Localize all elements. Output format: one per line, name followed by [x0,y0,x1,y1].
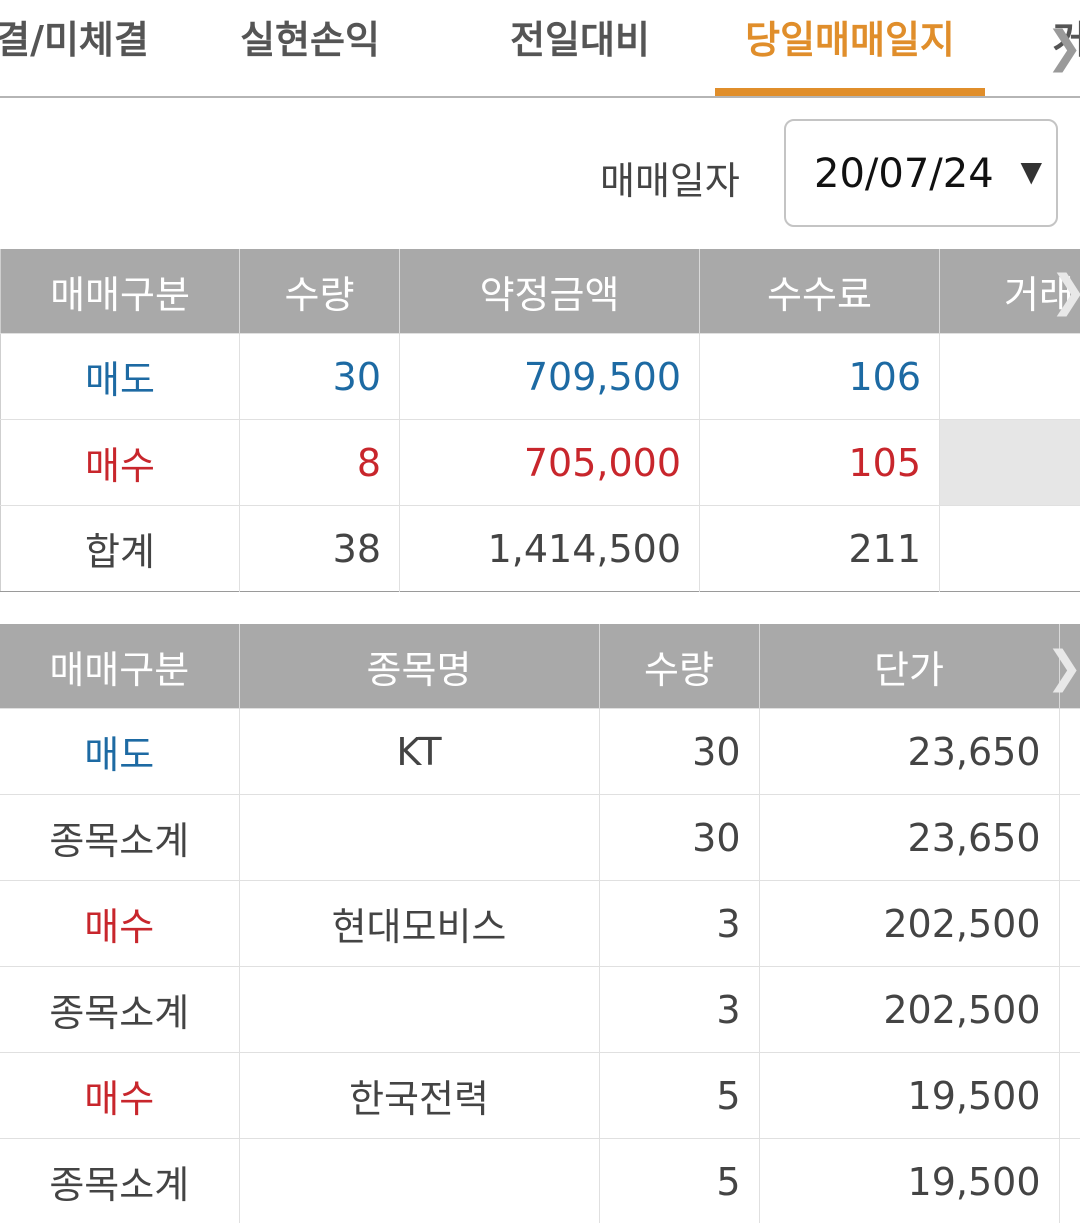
cell-trade-type: 종목소계 [0,794,240,881]
table-row[interactable]: 매수 8 705,000 105 [0,419,1080,506]
active-tab-indicator [715,88,985,96]
cell-fee: 105 [699,419,940,506]
cell-amount: 1,414,500 [399,505,700,592]
cell-quantity: 30 [599,708,760,795]
chevron-right-icon[interactable]: ❯ [1046,22,1080,73]
header-quantity: 수량 [239,249,400,334]
tab-realized-pnl[interactable]: 실현손익 [240,18,380,62]
cell-amount: 705,000 [399,419,700,506]
cell-more [1059,794,1080,881]
table-row[interactable]: 매수 현대모비스 3 202,500 [0,880,1080,967]
cell-tax [939,333,1080,420]
cell-stock-name: 한국전력 [239,1052,600,1139]
header-trade-type: 매매구분 [0,624,240,709]
cell-stock-name [239,794,600,881]
table-row[interactable]: 매수 한국전력 5 19,500 [0,1052,1080,1139]
header-trade-type: 매매구분 [0,249,240,334]
table-row[interactable]: 매도 30 709,500 106 [0,333,1080,420]
cell-trade-type: 매수 [0,419,240,506]
cell-quantity: 8 [239,419,400,506]
cell-tax [939,419,1080,506]
table-row[interactable]: 종목소계 5 19,500 [0,1138,1080,1223]
chevron-right-icon[interactable]: ❯ [1050,266,1080,317]
summary-header-row: 매매구분 수량 약정금액 수수료 거래 [0,249,1080,334]
cell-more [1059,708,1080,795]
table-row[interactable]: 매도 KT 30 23,650 [0,708,1080,795]
cell-trade-type: 매도 [0,333,240,420]
cell-unit-price: 23,650 [759,794,1060,881]
cell-quantity: 5 [599,1052,760,1139]
header-quantity: 수량 [599,624,760,709]
cell-quantity: 5 [599,1138,760,1223]
cell-fee: 106 [699,333,940,420]
detail-header-row: 매매구분 종목명 수량 단가 [0,624,1080,709]
tab-daily-trade-journal[interactable]: 당일매매일지 [745,18,955,62]
cell-trade-type: 합계 [0,505,240,592]
cell-stock-name: 현대모비스 [239,880,600,967]
header-contract-amount: 약정금액 [399,249,700,334]
cell-quantity: 38 [239,505,400,592]
cell-trade-type: 종목소계 [0,966,240,1053]
header-fee: 수수료 [699,249,940,334]
cell-unit-price: 19,500 [759,1052,1060,1139]
table-row[interactable]: 종목소계 3 202,500 [0,966,1080,1053]
cell-quantity: 3 [599,966,760,1053]
cell-fee: 211 [699,505,940,592]
header-stock-name: 종목명 [239,624,600,709]
cell-trade-type: 매수 [0,1052,240,1139]
cell-stock-name [239,966,600,1053]
tab-next[interactable]: 거 [1052,18,1080,62]
cell-stock-name: KT [239,708,600,795]
cell-tax [939,505,1080,592]
trade-date-select[interactable]: 20/07/24 ▼ [784,119,1058,227]
detail-table: 매매구분 종목명 수량 단가 매도 KT 30 23,650 종목소계 30 2… [0,624,1080,1223]
tab-unfilled[interactable]: 결/미체결 [0,18,149,62]
header-unit-price: 단가 [759,624,1060,709]
caret-down-icon: ▼ [1020,155,1042,188]
cell-quantity: 3 [599,880,760,967]
tab-vs-previous-day[interactable]: 전일대비 [510,18,650,62]
cell-more [1059,1052,1080,1139]
summary-table: 매매구분 수량 약정금액 수수료 거래 매도 30 709,500 106 매수… [0,249,1080,592]
header-more [1059,624,1080,709]
trade-date-label: 매매일자 [600,159,740,203]
cell-trade-type: 종목소계 [0,1138,240,1223]
cell-quantity: 30 [599,794,760,881]
cell-unit-price: 202,500 [759,880,1060,967]
cell-trade-type: 매수 [0,880,240,967]
cell-more [1059,880,1080,967]
table-row[interactable]: 합계 38 1,414,500 211 [0,505,1080,592]
cell-trade-type: 매도 [0,708,240,795]
cell-unit-price: 202,500 [759,966,1060,1053]
tab-bar: 결/미체결 실현손익 전일대비 당일매매일지 거 ❯ [0,0,1080,98]
header-transaction-tax: 거래 [939,249,1080,334]
cell-more [1059,966,1080,1053]
trade-date-value: 20/07/24 [814,151,994,197]
cell-unit-price: 19,500 [759,1138,1060,1223]
cell-more [1059,1138,1080,1223]
cell-quantity: 30 [239,333,400,420]
table-row[interactable]: 종목소계 30 23,650 [0,794,1080,881]
cell-stock-name [239,1138,600,1223]
cell-unit-price: 23,650 [759,708,1060,795]
chevron-right-icon[interactable]: ❯ [1046,642,1080,693]
cell-amount: 709,500 [399,333,700,420]
